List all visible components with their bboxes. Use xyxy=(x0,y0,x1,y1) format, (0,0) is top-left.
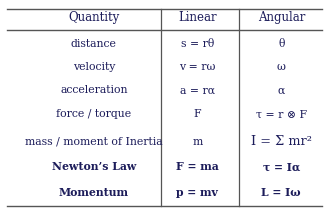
Text: I = Σ mr²: I = Σ mr² xyxy=(251,135,312,148)
Text: a = rα: a = rα xyxy=(180,85,215,95)
Text: m: m xyxy=(192,137,203,147)
Text: τ = r ⊗ F: τ = r ⊗ F xyxy=(256,109,307,119)
Text: τ = Iα: τ = Iα xyxy=(263,161,300,172)
Text: Newton’s Law: Newton’s Law xyxy=(52,161,136,172)
Text: acceleration: acceleration xyxy=(60,85,128,95)
Text: velocity: velocity xyxy=(73,62,115,72)
Text: Quantity: Quantity xyxy=(68,11,119,24)
Text: F: F xyxy=(193,109,201,119)
Text: force / torque: force / torque xyxy=(56,109,131,119)
Text: p = mv: p = mv xyxy=(176,187,218,198)
Text: distance: distance xyxy=(71,39,117,49)
Text: v = rω: v = rω xyxy=(179,62,215,72)
Text: θ: θ xyxy=(278,39,285,49)
Text: s = rθ: s = rθ xyxy=(181,39,214,49)
Text: Momentum: Momentum xyxy=(59,187,129,198)
Text: Angular: Angular xyxy=(258,11,305,24)
Text: α: α xyxy=(278,85,285,95)
Text: Linear: Linear xyxy=(178,11,217,24)
Text: ω: ω xyxy=(277,62,286,72)
Text: F = ma: F = ma xyxy=(176,161,219,172)
Text: mass / moment of Inertia: mass / moment of Inertia xyxy=(25,137,163,147)
Text: L = Iω: L = Iω xyxy=(262,187,301,198)
